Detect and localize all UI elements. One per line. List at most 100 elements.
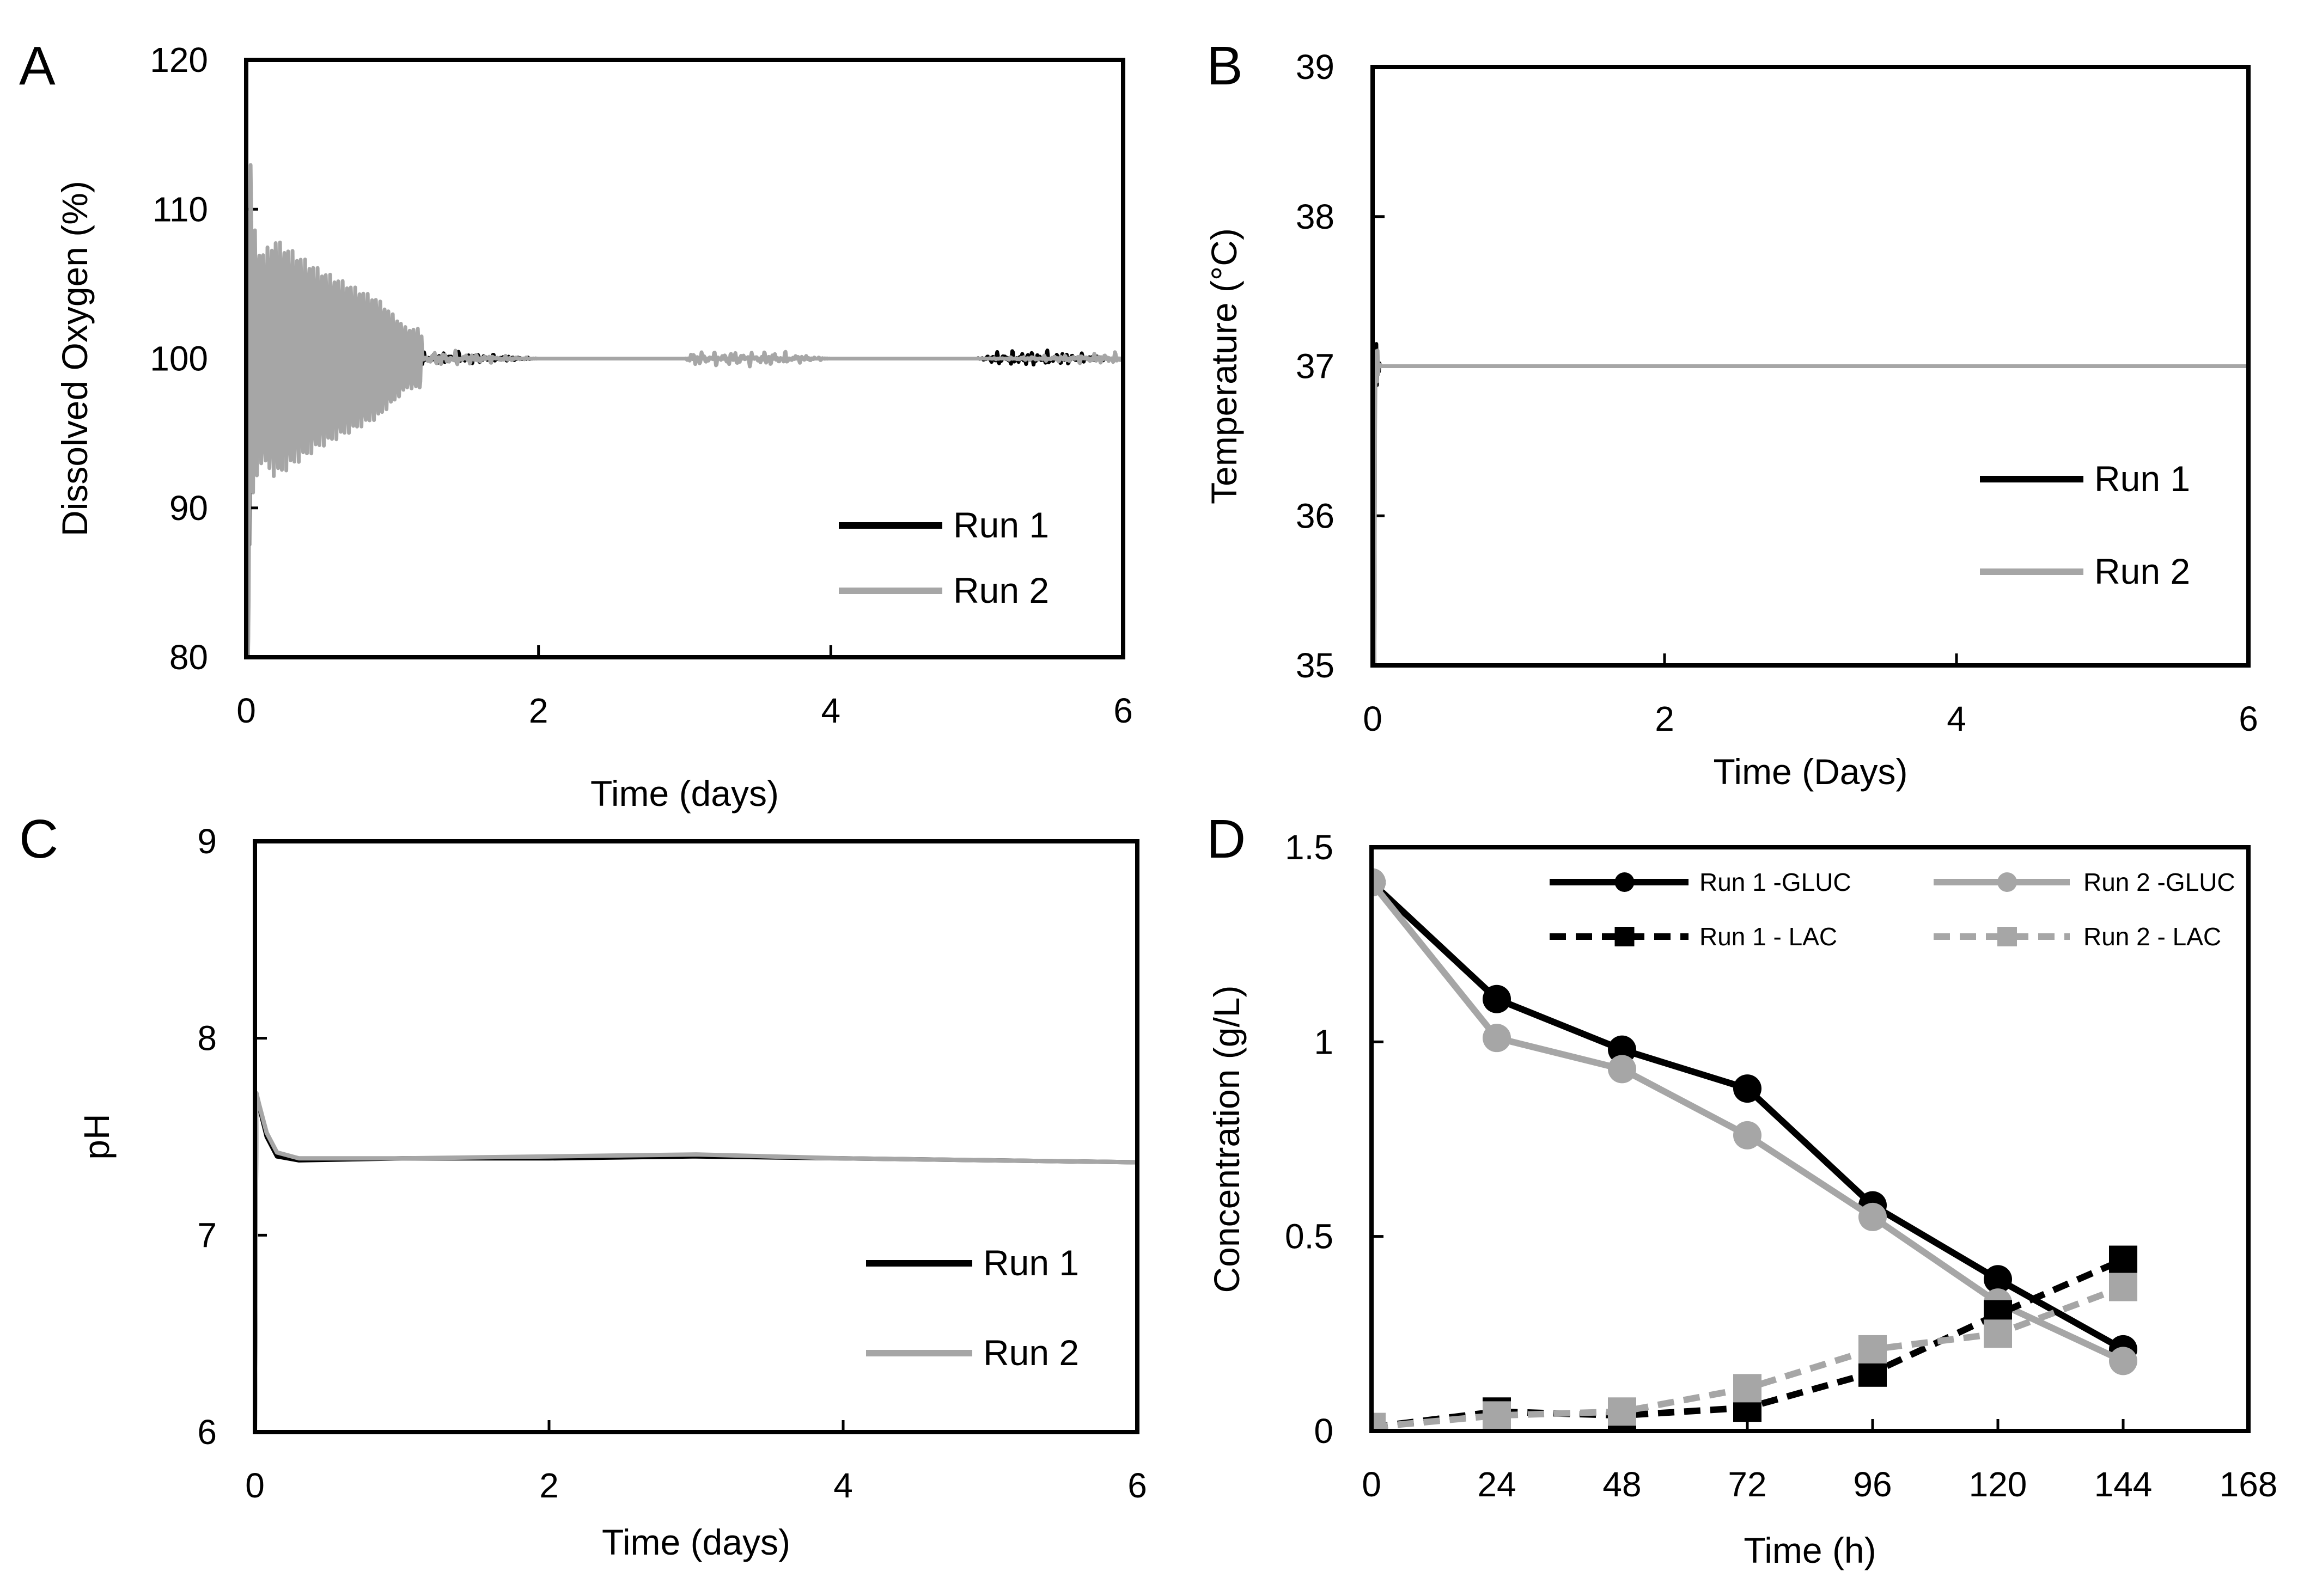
x-tick-label: 6 [1113,691,1133,730]
x-axis-title: Time (days) [590,773,779,814]
x-tick-label: 0 [1363,699,1382,738]
x-tick-label: 96 [1853,1465,1892,1504]
y-axis-title: Dissolved Oxygen (%) [54,181,95,536]
data-point [1372,868,1386,897]
y-tick-label: 1.5 [1285,828,1333,867]
panel-d-letter: D [1206,809,1246,870]
y-tick-label: 0 [1314,1411,1333,1451]
legend-label: Run 1 [953,505,1049,545]
x-tick-label: 4 [1947,699,1966,738]
y-tick-label: 35 [1296,646,1334,685]
y-tick-label: 9 [197,822,217,861]
data-point [1483,1401,1511,1430]
data-point [1608,1035,1636,1064]
y-tick-label: 120 [150,40,208,80]
legend-label: Run 2 - LAC [2083,922,2221,951]
y-tick-label: 1 [1314,1022,1333,1061]
legend-marker [1997,927,2017,946]
data-point [1858,1202,1887,1231]
panel-d: D [1206,809,1246,870]
plot-area [1373,342,2248,665]
legend-label: Run 1 - LAC [1699,922,1837,951]
x-tick-label: 2 [529,691,548,730]
plot-frame [1369,845,2251,1433]
y-tick-label: 110 [153,189,208,229]
data-point [1372,1412,1386,1431]
x-tick-label: 2 [1655,699,1674,738]
y-axis-title: pH [76,1114,117,1159]
y-tick-label: 38 [1296,197,1334,236]
legend-marker [1614,927,1635,946]
x-tick-label: 0 [236,691,256,730]
y-tick-label: 100 [150,339,208,378]
x-tick-label: 144 [2094,1465,2153,1504]
data-point [1984,1319,2012,1348]
plot-frame [253,839,1139,1434]
x-axis-title: Time (h) [1744,1530,1876,1570]
legend-label: Run 1 [983,1243,1079,1283]
y-tick-label: 37 [1296,347,1334,386]
panel-a-letter: A [19,35,56,96]
series-line-run-2 [246,163,1123,657]
x-axis-title: Time (Days) [1714,751,1908,792]
legend-label: Run 2 [2094,551,2190,591]
series-line-run-2 [1373,348,2248,665]
data-point [1608,1397,1636,1426]
y-tick-label: 80 [169,638,208,677]
x-tick-label: 2 [539,1466,559,1505]
legend-label: Run 1 [2094,458,2190,499]
data-point [1733,1074,1761,1103]
series-line-run-1 [1373,342,2248,665]
data-point [2109,1347,2137,1375]
panel-c-letter: C [19,809,58,870]
x-axis-title: Time (days) [602,1522,790,1562]
x-tick-label: 0 [245,1466,265,1505]
data-point [2109,1245,2137,1274]
legend-marker [1614,872,1635,892]
x-tick-label: 168 [2220,1465,2278,1504]
data-point [1984,1265,2012,1294]
x-tick-label: 120 [1969,1465,2027,1504]
panel-c-plot: 0 2 4 6 6 7 8 9 Time (days) pH Run 1 Run 2 [76,822,1147,1562]
data-point [2109,1273,2137,1301]
panel-c: C [19,809,58,870]
series-line-run-2 [255,1091,1137,1432]
panel-b-letter: B [1206,35,1243,96]
plot-area [246,163,1123,657]
legend-marker [1997,872,2017,892]
panel-b-plot: 0 2 4 6 35 36 37 38 39 Time (Days) Temperature (°C… [1204,47,2258,792]
x-tick-label: 4 [833,1466,853,1505]
panel-a-plot: 0 2 4 6 80 90 100 110 120 Time (days) Dissolved Ox… [54,40,1133,814]
y-tick-label: 39 [1296,47,1334,87]
x-tick-label: 6 [1127,1466,1147,1505]
y-tick-label: 90 [169,488,208,528]
legend-label: Run 2 [953,570,1049,610]
y-tick-label: 8 [197,1019,217,1058]
y-tick-label: 0.5 [1285,1217,1333,1256]
y-tick-label: 7 [197,1215,217,1255]
y-axis-title: Temperature (°C) [1204,228,1244,504]
data-point [1608,1055,1636,1084]
legend-label: Run 1 -GLUC [1699,868,1851,896]
data-point [1483,1024,1511,1053]
data-point [1733,1374,1761,1403]
data-point [1858,1335,1887,1363]
y-tick-label: 6 [197,1412,217,1452]
x-tick-label: 72 [1728,1465,1766,1504]
panel-d-plot: 0 24 48 72 96 120 144 168 0 0.5 1 1.5 Time (h) Concen… [1206,828,2277,1570]
x-tick-label: 48 [1602,1465,1641,1504]
y-axis-title: Concentration (g/L) [1206,986,1247,1293]
plot-frame [244,58,1125,659]
x-tick-label: 4 [821,691,841,730]
x-tick-label: 24 [1477,1465,1516,1504]
y-tick-label: 36 [1296,496,1334,535]
data-point [1733,1121,1761,1149]
legend-label: Run 2 -GLUC [2083,868,2235,896]
data-point [1483,984,1511,1013]
x-tick-label: 6 [2239,699,2258,738]
plot-frame [1370,65,2251,668]
panel-a: A [19,35,56,96]
x-tick-label: 0 [1362,1465,1381,1504]
legend-label: Run 2 [983,1332,1079,1373]
